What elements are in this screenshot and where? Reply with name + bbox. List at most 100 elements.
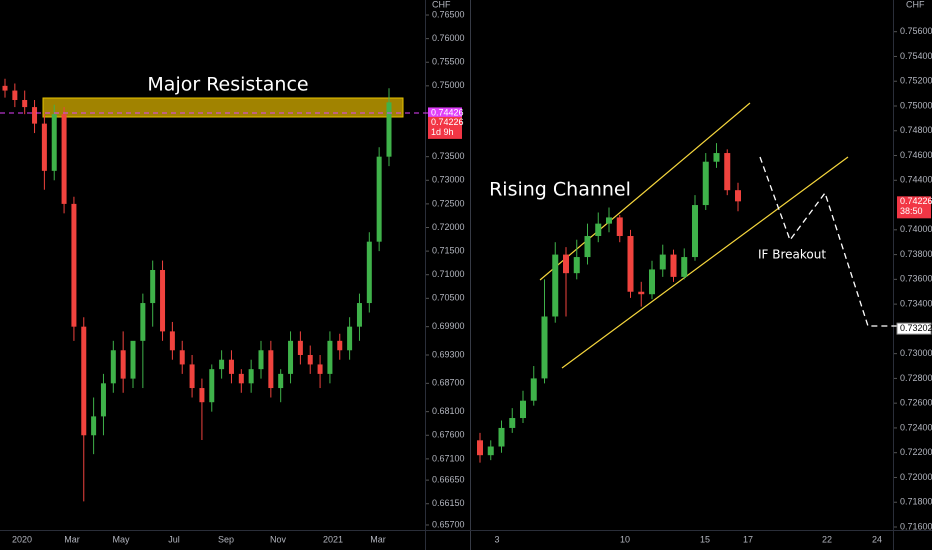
y-tick-label: 0.74400: [900, 175, 932, 185]
price-tag: [428, 116, 462, 139]
candle-body: [100, 383, 106, 417]
candle-body: [327, 340, 333, 374]
candle-body: [248, 369, 254, 384]
resistance-zone: [42, 97, 404, 118]
price-tag: [428, 107, 462, 119]
annotation: Rising Channel: [489, 179, 631, 201]
price-tag-label: 0.74426: [431, 107, 464, 117]
y-tick-label: 0.73000: [432, 175, 465, 185]
candle-body: [366, 241, 372, 304]
y-tick-label: 0.66650: [432, 475, 465, 485]
y-tick-label: 0.72500: [432, 198, 465, 208]
x-tick-label: 2021: [323, 534, 343, 544]
y-tick-label: 0.71600: [900, 521, 932, 531]
y-tick-label: 0.73800: [900, 249, 932, 259]
candle-body: [189, 364, 195, 389]
candle-body: [584, 236, 591, 258]
price-tag-label: 0.74226: [900, 196, 932, 206]
y-tick-label: 0.66150: [432, 498, 465, 508]
candle-body: [509, 418, 516, 428]
candle-body: [541, 316, 548, 379]
y-tick-label: 0.72600: [900, 398, 932, 408]
y-tick-label: 0.72000: [900, 472, 932, 482]
y-tick-label: 0.69300: [432, 349, 465, 359]
y-tick-label: 0.67100: [432, 453, 465, 463]
candle-body: [169, 331, 175, 351]
candle-body: [179, 350, 185, 365]
candle-body: [356, 303, 362, 327]
candle-body: [487, 446, 494, 456]
candle-body: [61, 114, 67, 204]
candle-body: [376, 156, 382, 242]
y-tick-label: 0.70500: [432, 293, 465, 303]
x-tick-label: May: [112, 534, 130, 544]
price-tag: [897, 196, 931, 219]
candle-body: [692, 205, 698, 258]
candle-body: [110, 350, 116, 384]
y-tick-label: 0.75500: [432, 57, 465, 67]
candle-body: [563, 254, 569, 274]
y-tick-label: 0.72800: [900, 373, 932, 383]
price-tag-label: 0.74226: [431, 117, 464, 127]
y-tick-label: 0.73600: [900, 274, 932, 284]
candle-body: [12, 90, 18, 101]
y-tick-label: 0.75600: [900, 26, 932, 36]
candle-body: [228, 359, 234, 374]
y-tick-label: 0.75000: [432, 80, 465, 90]
candle-body: [51, 114, 57, 171]
y-tick-label: 0.71000: [432, 269, 465, 279]
candle-body: [317, 364, 323, 374]
y-tick-label: 0.71800: [900, 497, 932, 507]
y-tick-label: 0.74600: [900, 150, 932, 160]
x-tick-label: Nov: [270, 534, 287, 544]
candle-body: [337, 340, 343, 351]
candle-body: [288, 340, 294, 374]
x-tick-label: 10: [620, 534, 630, 544]
candle-body: [32, 107, 38, 124]
annotation: Major Resistance: [147, 74, 308, 96]
candle-body: [520, 400, 526, 419]
candle-body: [649, 269, 655, 295]
y-tick-label: 0.75200: [900, 76, 932, 86]
y-tick-label: 0.75400: [900, 51, 932, 61]
candle-body: [71, 203, 77, 327]
price-tag-label: 0.73202: [900, 323, 932, 333]
x-tick-label: Mar: [64, 534, 80, 544]
x-tick-label: Mar: [370, 534, 386, 544]
candle-body: [616, 217, 623, 237]
price-tag-timer: 1d 9h: [431, 127, 454, 137]
candle-body: [140, 303, 146, 341]
axis-unit: CHF: [906, 0, 925, 9]
candle-body: [713, 153, 720, 162]
x-tick-label: 17: [743, 534, 753, 544]
y-tick-label: 0.65700: [432, 519, 465, 529]
candle-body: [2, 85, 8, 91]
x-tick-label: Jul: [168, 534, 180, 544]
x-tick-label: 15: [700, 534, 710, 544]
annotation: IF Breakout: [758, 248, 826, 262]
x-tick-label: 3: [494, 534, 499, 544]
candle-body: [477, 440, 483, 456]
axis-unit: CHF: [432, 0, 451, 9]
candle-body: [702, 161, 709, 206]
candle-body: [638, 291, 645, 295]
candle-body: [530, 378, 537, 401]
candle-body: [160, 270, 166, 332]
candle-body: [22, 100, 28, 108]
price-tag: [896, 322, 932, 335]
y-tick-label: 0.68100: [432, 406, 465, 416]
candle-body: [498, 427, 505, 447]
y-tick-label: 0.68700: [432, 378, 465, 388]
candle-body: [681, 257, 688, 277]
candle-body: [724, 153, 731, 191]
candle-body: [81, 326, 87, 436]
y-tick-label: 0.73500: [432, 151, 465, 161]
candle-body: [297, 340, 303, 355]
y-tick-label: 0.71500: [432, 245, 465, 255]
y-tick-label: 0.69900: [432, 321, 465, 331]
candle-body: [386, 102, 392, 157]
candle-body: [120, 350, 126, 379]
candle-body: [659, 254, 666, 270]
y-tick-label: 0.67600: [432, 430, 465, 440]
